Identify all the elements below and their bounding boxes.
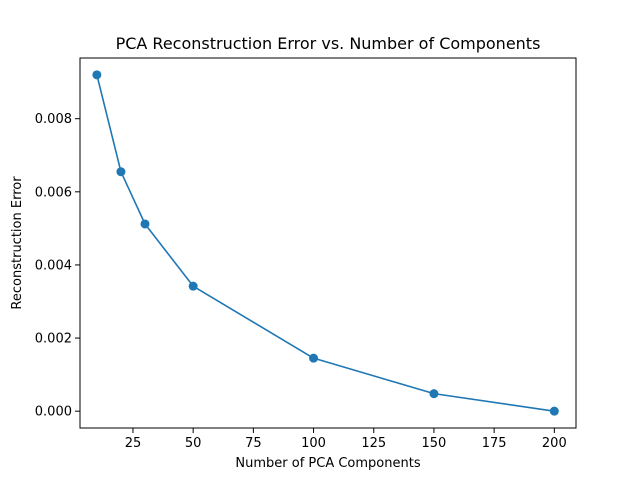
- x-tick-label: 150: [422, 436, 447, 451]
- plot-area: 25 50 75 100 125 150 175 200 0.0000.0020.0040.0…: [35, 57, 577, 451]
- x-axis-label: Number of PCA Components: [235, 456, 420, 471]
- data-point: [116, 167, 126, 177]
- y-axis-label: Reconstruction Error: [10, 176, 25, 310]
- x-tick-label: 175: [482, 436, 507, 451]
- data-point: [188, 281, 198, 291]
- chart-title: PCA Reconstruction Error vs. Number of C…: [116, 34, 541, 53]
- x-tick-label: 125: [361, 436, 386, 451]
- data-point: [429, 389, 439, 399]
- y-tick-label: 0.000: [35, 405, 72, 420]
- data-point: [92, 70, 102, 80]
- data-point: [309, 353, 319, 363]
- x-tick-label: 50: [185, 436, 202, 451]
- plot-frame: [79, 57, 577, 429]
- x-tick-label: 25: [125, 436, 142, 451]
- x-axis: 25 50 75 100 125 150 175 200: [125, 428, 567, 451]
- x-tick-label: 75: [245, 436, 262, 451]
- x-tick-label: 100: [301, 436, 326, 451]
- data-point: [549, 406, 559, 416]
- y-tick-label: 0.006: [35, 185, 72, 200]
- x-tick-label: 200: [542, 436, 567, 451]
- series-layer: [92, 70, 559, 416]
- data-point: [140, 219, 150, 229]
- y-tick-label: 0.004: [35, 258, 72, 273]
- y-axis: 0.000 0.002 0.004 0.006 0.008: [35, 112, 80, 420]
- y-tick-label: 0.008: [35, 112, 72, 127]
- y-tick-label: 0.002: [35, 332, 72, 347]
